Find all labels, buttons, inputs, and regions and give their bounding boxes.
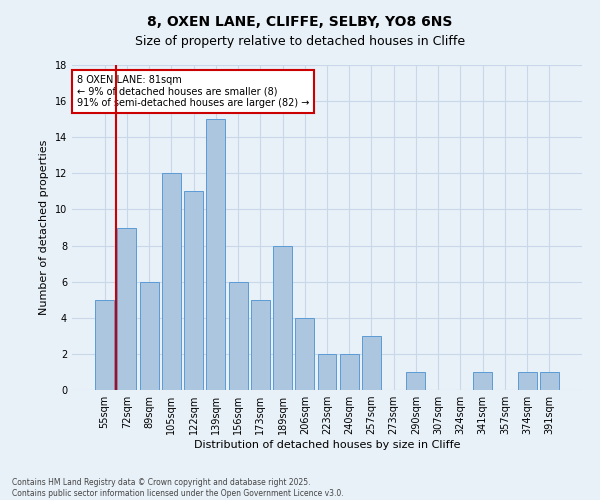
Bar <box>340 354 359 390</box>
X-axis label: Distribution of detached houses by size in Cliffe: Distribution of detached houses by size … <box>194 440 460 450</box>
Bar <box>162 174 181 390</box>
Text: 8 OXEN LANE: 81sqm
← 9% of detached houses are smaller (8)
91% of semi-detached : 8 OXEN LANE: 81sqm ← 9% of detached hous… <box>77 74 310 108</box>
Y-axis label: Number of detached properties: Number of detached properties <box>39 140 49 315</box>
Bar <box>229 282 248 390</box>
Bar <box>406 372 425 390</box>
Bar <box>540 372 559 390</box>
Bar <box>473 372 492 390</box>
Bar <box>362 336 381 390</box>
Text: 8, OXEN LANE, CLIFFE, SELBY, YO8 6NS: 8, OXEN LANE, CLIFFE, SELBY, YO8 6NS <box>148 15 452 29</box>
Bar <box>95 300 114 390</box>
Bar <box>518 372 536 390</box>
Text: Size of property relative to detached houses in Cliffe: Size of property relative to detached ho… <box>135 35 465 48</box>
Bar <box>273 246 292 390</box>
Bar <box>251 300 270 390</box>
Bar <box>140 282 158 390</box>
Bar <box>206 119 225 390</box>
Bar <box>184 192 203 390</box>
Text: Contains HM Land Registry data © Crown copyright and database right 2025.
Contai: Contains HM Land Registry data © Crown c… <box>12 478 344 498</box>
Bar <box>295 318 314 390</box>
Bar <box>317 354 337 390</box>
Bar <box>118 228 136 390</box>
